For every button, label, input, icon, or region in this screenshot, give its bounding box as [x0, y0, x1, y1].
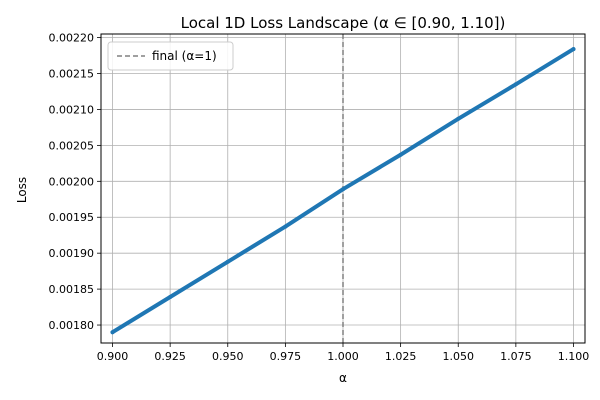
loss-data-point — [398, 152, 403, 157]
loss-data-point — [513, 82, 518, 87]
y-tick-label: 0.00215 — [49, 68, 95, 81]
series-layer — [110, 47, 576, 335]
loss-data-point — [571, 47, 576, 52]
legend: final (α=1) — [107, 41, 234, 71]
y-tick-label: 0.00180 — [49, 319, 95, 332]
y-tick-label: 0.00195 — [49, 211, 95, 224]
loss-data-point — [283, 224, 288, 229]
x-tick-label: 0.925 — [154, 350, 186, 363]
legend-entry-final: final (α=1) — [152, 49, 217, 63]
y-tick-label: 0.00185 — [49, 283, 95, 296]
x-axis-label: α — [339, 371, 347, 385]
x-tick-label: 0.900 — [97, 350, 129, 363]
y-tick-label: 0.00190 — [49, 247, 95, 260]
loss-data-point — [110, 330, 115, 335]
x-tick-label: 1.100 — [558, 350, 590, 363]
y-tick-label: 0.00205 — [49, 139, 95, 152]
x-tick-label: 1.025 — [385, 350, 417, 363]
loss-data-point — [225, 259, 230, 264]
loss-data-point — [168, 295, 173, 300]
x-tick-label: 1.075 — [500, 350, 532, 363]
chart-title: Local 1D Loss Landscape (α ∈ [0.90, 1.10… — [181, 14, 506, 32]
y-tick-label: 0.00210 — [49, 103, 95, 116]
x-tick-label: 1.000 — [327, 350, 359, 363]
loss-data-point — [341, 187, 345, 192]
legend-box — [107, 41, 234, 71]
x-tick-label: 0.950 — [212, 350, 244, 363]
x-tick-label: 0.975 — [270, 350, 302, 363]
loss-data-point — [456, 116, 461, 121]
x-axis-ticks: 0.900 0.925 0.950 0.975 1.000 1.025 1.050 1.075… — [97, 343, 589, 363]
y-tick-label: 0.00200 — [49, 175, 95, 188]
y-tick-label: 0.00220 — [49, 32, 95, 45]
x-tick-label: 1.050 — [442, 350, 474, 363]
y-axis-ticks: 0.00180 0.00185 0.00190 0.00195 0.00200 0.002… — [49, 32, 101, 332]
y-axis-label: Loss — [15, 177, 29, 203]
